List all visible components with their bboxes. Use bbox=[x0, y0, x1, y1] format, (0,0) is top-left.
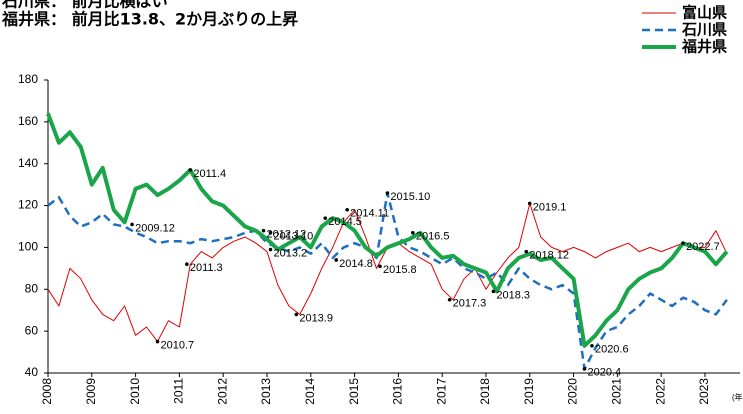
subtitle: 福井県： 前月比13.8、2か月ぶりの上昇 bbox=[1, 10, 298, 29]
annotation-label: 2015.8 bbox=[383, 264, 417, 276]
x-tick-label: 2016 bbox=[391, 378, 405, 405]
annotation-label: 2012.12 bbox=[266, 229, 306, 241]
annotation-point bbox=[268, 230, 273, 235]
annotation-point bbox=[681, 241, 685, 246]
annotation-label: 2013.10 bbox=[273, 231, 313, 243]
x-tick-label: 2015 bbox=[347, 378, 361, 405]
legend-label: 石川県 bbox=[681, 21, 727, 39]
x-tick-label: 2021 bbox=[610, 378, 624, 405]
annotation-point bbox=[582, 367, 587, 371]
x-tick-label: 2019 bbox=[522, 378, 536, 405]
annotation-point bbox=[268, 247, 273, 252]
x-tick-label: 2009 bbox=[84, 378, 98, 405]
y-tick-label: 120 bbox=[18, 198, 38, 212]
x-tick-label: 2012 bbox=[215, 378, 229, 405]
annotation-label: 2020.4 bbox=[588, 367, 622, 379]
legend-label: 富山県 bbox=[682, 4, 727, 22]
annotation-point bbox=[447, 297, 452, 302]
x-tick-label: 2014 bbox=[303, 378, 317, 405]
x-tick-label: 2011 bbox=[172, 378, 186, 404]
annotation-point bbox=[385, 191, 390, 195]
annotation-label: 2013.9 bbox=[299, 312, 333, 324]
annotation-point bbox=[527, 201, 532, 206]
annotation-label: 2011.3 bbox=[190, 262, 223, 274]
annotation-point bbox=[188, 168, 193, 172]
annotation-point bbox=[185, 262, 189, 266]
y-tick-label: 100 bbox=[18, 240, 38, 254]
annotation-point bbox=[590, 343, 594, 348]
y-tick-label: 140 bbox=[18, 156, 38, 170]
subtitle: 石川県： 前月比横ばい bbox=[1, 0, 168, 11]
y-tick-label: 60 bbox=[25, 323, 39, 337]
x-tick-label: 2017 bbox=[434, 378, 448, 405]
x-tick-label: 2022 bbox=[653, 378, 667, 405]
annotation-label: 2018.12 bbox=[529, 250, 569, 262]
annotation-label: 2009.12 bbox=[135, 222, 175, 234]
annotation-label: 2014.8 bbox=[339, 258, 373, 270]
x-tick-label: 2018 bbox=[478, 378, 492, 405]
annotation-point bbox=[524, 249, 529, 254]
annotation-point bbox=[155, 339, 160, 344]
annotation-label: 2014.11 bbox=[350, 208, 389, 220]
annotation-point bbox=[261, 228, 266, 233]
annotation-label: 2019.1 bbox=[533, 201, 567, 213]
x-tick-label: 2023 bbox=[697, 378, 711, 405]
annotation-point bbox=[411, 230, 415, 235]
annotation-label: 2010.7 bbox=[160, 340, 194, 352]
annotation-label: 2020.6 bbox=[595, 344, 629, 356]
y-tick-label: 40 bbox=[25, 365, 39, 379]
annotation-point bbox=[345, 207, 349, 212]
legend-label: 福井県 bbox=[681, 38, 727, 56]
annotation-label: 2017.3 bbox=[453, 298, 487, 310]
annotation-point bbox=[491, 289, 496, 294]
annotation-point bbox=[334, 258, 338, 262]
annotation-label: 2014.5 bbox=[328, 216, 362, 228]
x-tick-label: 2010 bbox=[128, 378, 142, 405]
annotation-label: 2011.4 bbox=[193, 168, 226, 180]
annotation-label: 2022.7 bbox=[686, 241, 720, 253]
annotation-point bbox=[130, 222, 134, 227]
annotation-label: 2018.3 bbox=[496, 289, 530, 301]
y-tick-label: 160 bbox=[18, 114, 38, 128]
y-tick-label: 80 bbox=[25, 281, 39, 295]
x-tick-label: 2008 bbox=[40, 378, 54, 405]
annotation-label: 2016.5 bbox=[416, 231, 450, 243]
annotation-point bbox=[378, 264, 382, 269]
x-tick-label: 2020 bbox=[566, 378, 580, 405]
series-line bbox=[46, 112, 729, 348]
annotation-label: 2015.10 bbox=[390, 191, 430, 203]
x-axis-label: (年 bbox=[732, 392, 743, 402]
annotation-point bbox=[294, 312, 299, 317]
annotation-label: 2013.2 bbox=[273, 247, 307, 259]
annotation-point bbox=[323, 216, 328, 220]
x-tick-label: 2013 bbox=[259, 378, 273, 405]
y-tick-label: 180 bbox=[18, 72, 38, 86]
